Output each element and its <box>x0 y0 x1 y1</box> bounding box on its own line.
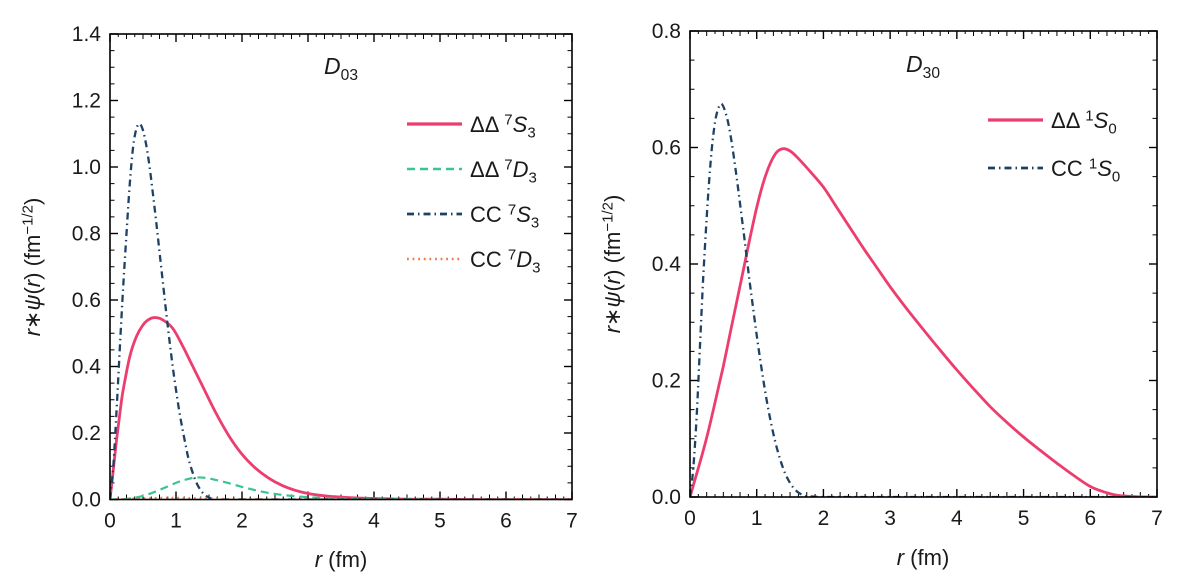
y-axis-label: r∗ψ(r) (fm−1/2) <box>20 198 46 337</box>
y-tick-label: 1.0 <box>72 156 101 179</box>
plot-d30: 0 1 2 3 4 5 6 7 0.0 0.2 0.4 0.6 0.8 r (fm) r∗ψ(r) (fm−… <box>600 20 1163 570</box>
legend-item-CC-7S3: CC 7S3 <box>407 202 539 232</box>
y-tick-label: 0.6 <box>652 137 681 160</box>
x-tick-label: 5 <box>1018 507 1030 530</box>
y-axis-label: r∗ψ(r) (fm−1/2) <box>600 195 626 334</box>
x-tick-label: 2 <box>236 510 248 533</box>
y-tick-label: 0.4 <box>72 356 102 379</box>
x-tick-labels: 0 1 2 3 4 5 6 7 <box>684 507 1163 530</box>
y-tick-label: 0.0 <box>72 489 101 512</box>
y-tick-label: 0.8 <box>72 223 101 246</box>
plot-frame <box>689 30 1158 498</box>
x-axis-label: r (fm) <box>315 547 368 572</box>
y-tick-labels: 0.0 0.2 0.4 0.6 0.8 1.0 1.2 1.4 <box>72 23 102 512</box>
legend-item-CC-7D3: CC 7D3 <box>407 247 540 277</box>
x-tick-label: 1 <box>751 507 763 530</box>
y-tick-label: 0.0 <box>652 486 681 509</box>
x-axis-label: r (fm) <box>897 545 950 570</box>
axis-ticks <box>689 30 1158 498</box>
x-tick-label: 0 <box>684 507 696 530</box>
x-tick-label: 6 <box>500 510 512 533</box>
legend: ΔΔ 1S0 CC 1S0 <box>988 108 1120 186</box>
x-tick-label: 5 <box>434 510 446 533</box>
x-tick-label: 0 <box>104 510 116 533</box>
y-tick-label: 0.6 <box>72 289 101 312</box>
x-tick-label: 3 <box>884 507 896 530</box>
x-tick-label: 4 <box>951 507 963 530</box>
legend-label: CC 7S3 <box>470 202 539 232</box>
series-curves <box>690 102 1157 497</box>
curve-CC-1S0 <box>690 102 1157 497</box>
x-tick-label: 3 <box>302 510 314 533</box>
plot-title: D30 <box>906 51 940 82</box>
legend-label: ΔΔ 1S0 <box>1051 108 1117 138</box>
legend: ΔΔ 7S3 ΔΔ 7D3 CC 7S3 CC 7D3 <box>407 112 540 277</box>
x-tick-label: 6 <box>1084 507 1096 530</box>
legend-label: CC 7D3 <box>470 247 540 277</box>
plot-d03: 0 1 2 3 4 5 6 7 0.0 0.2 0.4 0.6 0.8 1.0 1.2 1.4 r (fm) r∗… <box>20 23 578 572</box>
plot-frame <box>109 33 573 501</box>
curve-CC-7S3 <box>110 122 572 500</box>
x-tick-labels: 0 1 2 3 4 5 6 7 <box>104 510 578 533</box>
y-tick-label: 1.2 <box>72 90 101 113</box>
y-tick-label: 0.8 <box>652 20 681 43</box>
curve-ΔΔ-1S0 <box>690 147 1157 497</box>
legend-item-ΔΔ-7S3: ΔΔ 7S3 <box>407 112 536 142</box>
y-tick-label: 0.2 <box>652 370 681 393</box>
y-tick-label: 0.2 <box>72 422 101 445</box>
x-tick-label: 2 <box>818 507 830 530</box>
x-tick-label: 7 <box>1151 507 1163 530</box>
y-tick-label: 1.4 <box>72 23 102 46</box>
legend-label: ΔΔ 7S3 <box>470 112 536 142</box>
x-tick-label: 7 <box>566 510 578 533</box>
legend-label: CC 1S0 <box>1051 156 1120 186</box>
y-tick-labels: 0.0 0.2 0.4 0.6 0.8 <box>652 20 682 509</box>
legend-label: ΔΔ 7D3 <box>470 157 537 187</box>
legend-item-CC-1S0: CC 1S0 <box>988 156 1120 186</box>
y-tick-label: 0.4 <box>652 253 682 276</box>
curve-CC-7D3 <box>110 496 572 500</box>
plot-title: D03 <box>324 53 358 84</box>
x-tick-label: 1 <box>170 510 182 533</box>
legend-item-ΔΔ-1S0: ΔΔ 1S0 <box>988 108 1117 138</box>
x-tick-label: 4 <box>368 510 380 533</box>
legend-item-ΔΔ-7D3: ΔΔ 7D3 <box>407 157 537 187</box>
